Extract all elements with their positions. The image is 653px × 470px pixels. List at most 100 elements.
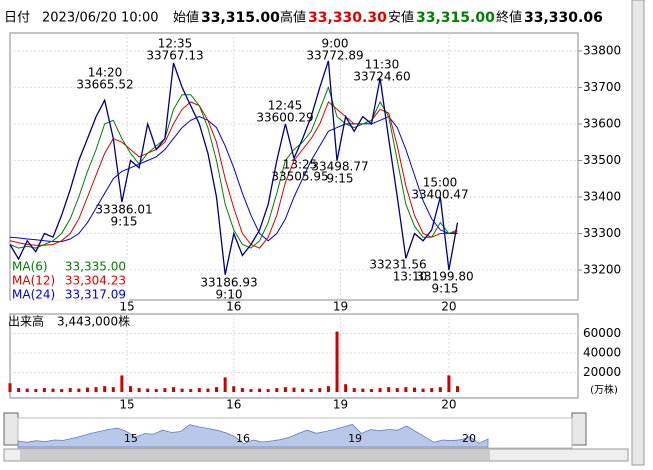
volume-bar — [206, 388, 210, 392]
navigator-tick-label: 15 — [124, 432, 138, 445]
volume-bar — [120, 375, 124, 392]
close-label: 終値 — [496, 10, 522, 26]
annotation-time: 14:20 — [88, 66, 123, 80]
volume-bar — [17, 388, 21, 392]
volume-bar — [25, 388, 29, 392]
price-line — [9, 60, 459, 275]
x-tick-label: 19 — [333, 398, 348, 412]
annotation-time: 9:15 — [327, 172, 354, 186]
volume-bar — [361, 388, 365, 392]
open-label: 始値 — [173, 10, 199, 26]
volume-bar — [447, 375, 451, 392]
volume-unit: (万株) — [590, 383, 618, 396]
volume-bar — [369, 389, 373, 392]
legend-value: 33,304.23 — [65, 274, 126, 288]
volume-bar — [51, 388, 55, 392]
legend-name: MA(24) — [12, 288, 55, 302]
volume-label: 出来高 — [8, 314, 44, 329]
volume-bar — [335, 331, 339, 392]
x-tick-label: 16 — [226, 300, 241, 314]
legend-bg — [11, 288, 129, 302]
annotation-time: 13:25 — [283, 158, 318, 172]
volume-bar — [223, 377, 227, 392]
volume-bar — [421, 388, 425, 392]
low-value: 33,315.00 — [416, 10, 495, 26]
ma-line — [9, 115, 458, 243]
navigator-tick-label: 20 — [462, 432, 476, 445]
legend-name: MA(12) — [12, 274, 55, 288]
volume-bar — [301, 388, 305, 392]
volume-bar — [438, 387, 442, 392]
volume-bar — [215, 387, 219, 392]
x-tick-label: 20 — [441, 398, 456, 412]
y-tick-label: 33300 — [583, 226, 621, 240]
annotation-price: 33231.56 — [369, 258, 426, 272]
y-tick-label: 33800 — [583, 43, 621, 57]
volume-bar — [344, 384, 348, 392]
y-tick-label: 33200 — [583, 263, 621, 277]
annotation-time: 9:10 — [216, 288, 243, 302]
annotation-price: 33400.47 — [411, 188, 468, 202]
volume-panel — [9, 313, 579, 399]
open-value: 33,315.00 — [201, 10, 280, 26]
navigator-tick-label: 19 — [348, 432, 362, 445]
volume-bar — [103, 386, 107, 392]
annotation-price: 33498.77 — [311, 160, 368, 174]
scroll-thumb[interactable] — [20, 450, 490, 460]
legend-value: 33,317.09 — [65, 288, 126, 302]
volume-bar — [258, 388, 262, 392]
y-tick-label: 33600 — [583, 116, 621, 130]
volume-bar — [387, 387, 391, 392]
annotation-price: 33772.89 — [306, 49, 363, 63]
volume-bar — [292, 387, 296, 392]
annotation-time: 11:30 — [365, 58, 400, 72]
annotation-price: 33186.93 — [200, 276, 257, 290]
volume-bar — [197, 388, 201, 392]
annotation-price: 33199.80 — [416, 270, 473, 284]
y-tick-label: 40000 — [583, 346, 621, 360]
volume-bar — [180, 388, 184, 392]
volume-bar — [240, 388, 244, 392]
date-label: 日付 — [4, 11, 30, 26]
volume-bar — [8, 383, 12, 392]
datetime: 2023/06/20 10:00 — [42, 11, 159, 26]
annotation-time: 12:45 — [268, 99, 303, 113]
x-tick-label: 20 — [441, 300, 456, 314]
legend-bg — [11, 274, 129, 288]
volume-bar — [111, 387, 115, 392]
volume-bar — [283, 387, 287, 392]
volume-bar — [172, 387, 176, 392]
y-tick-label: 33500 — [583, 153, 621, 167]
volume-total: 3,443,000株 — [57, 314, 130, 329]
volume-bar — [137, 388, 141, 392]
volume-bar — [430, 388, 434, 392]
low-label: 安値 — [388, 10, 414, 26]
y-tick-label: 20000 — [583, 365, 621, 379]
annotation-time: 9:00 — [322, 37, 349, 51]
annotation-price: 33386.01 — [95, 203, 152, 217]
side-scrollbar — [631, 0, 645, 466]
nav-handle-right[interactable] — [571, 412, 587, 446]
navigator-tick-label: 16 — [236, 432, 250, 445]
volume-bar — [154, 389, 158, 392]
y-tick-label: 33400 — [583, 189, 621, 203]
volume-bar — [249, 389, 253, 392]
volume-bar — [395, 388, 399, 392]
x-tick-label: 15 — [119, 300, 134, 314]
legend-name: MA(6) — [12, 260, 48, 274]
annotation-price: 33767.13 — [146, 49, 203, 63]
volume-bar — [378, 388, 382, 392]
high-label: 高値 — [280, 10, 306, 26]
volume-bar — [412, 387, 416, 392]
legend-bg — [11, 260, 129, 274]
x-tick-label: 16 — [226, 398, 241, 412]
annotation-time: 13:10 — [393, 270, 428, 284]
high-value: 33,330.30 — [308, 10, 387, 26]
annotation-price: 33724.60 — [353, 70, 410, 84]
volume-bar — [128, 386, 132, 392]
annotation-price: 33505.95 — [271, 170, 328, 184]
nav-handle-left[interactable] — [3, 412, 19, 446]
legend-value: 33,335.00 — [65, 260, 126, 274]
volume-bar — [404, 387, 408, 392]
